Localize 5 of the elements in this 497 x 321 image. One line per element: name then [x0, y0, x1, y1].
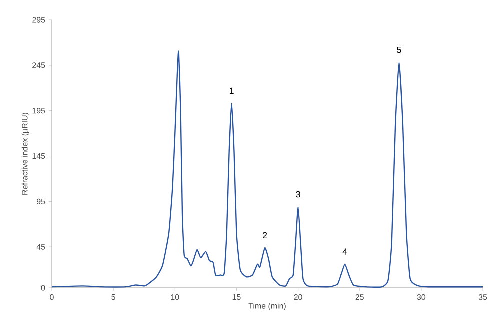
annotation: 3 [296, 191, 300, 198]
annotation: 2 [263, 232, 268, 239]
annotation: 5 [397, 46, 402, 54]
annotation: 4 [342, 248, 348, 255]
annotation: 1 [230, 88, 234, 94]
